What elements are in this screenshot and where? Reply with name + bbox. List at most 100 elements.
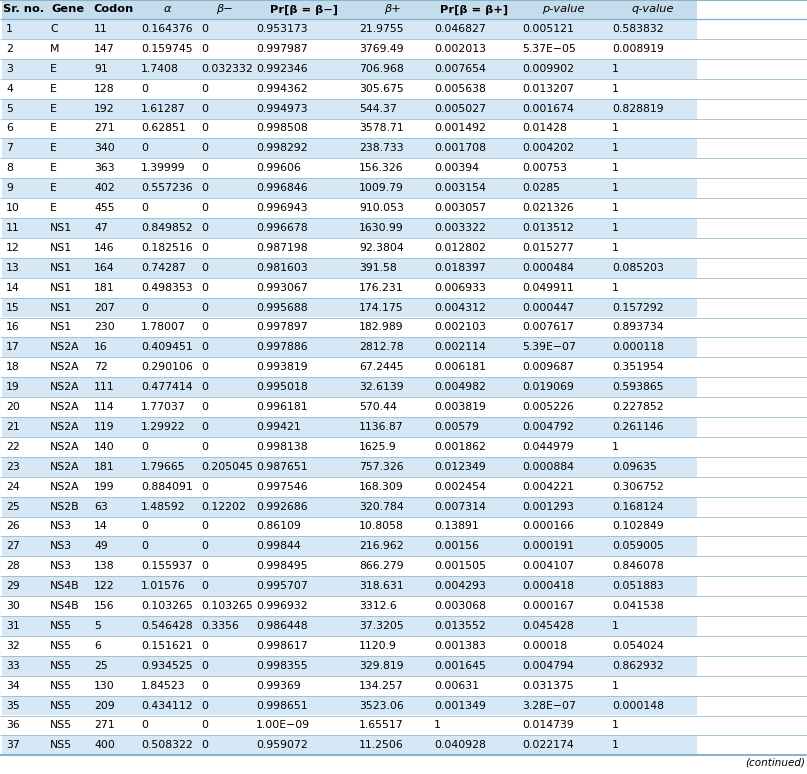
- Text: 0.846078: 0.846078: [612, 561, 663, 571]
- Bar: [197, 536, 252, 557]
- Text: NS2A: NS2A: [50, 402, 80, 412]
- Bar: [518, 19, 608, 39]
- Text: 0.001505: 0.001505: [434, 561, 486, 571]
- Bar: [608, 377, 697, 397]
- Text: 0.998617: 0.998617: [256, 641, 307, 651]
- Bar: [46, 258, 90, 278]
- Bar: [90, 278, 137, 297]
- Bar: [430, 79, 518, 98]
- Bar: [518, 317, 608, 337]
- Text: 0.004792: 0.004792: [522, 422, 574, 432]
- Bar: [355, 218, 430, 238]
- Text: 12: 12: [6, 243, 19, 253]
- Text: 0.994973: 0.994973: [256, 104, 307, 114]
- Text: 0: 0: [201, 183, 208, 194]
- Bar: [252, 98, 355, 118]
- Text: 0.000167: 0.000167: [522, 601, 574, 611]
- Text: 0.032332: 0.032332: [201, 63, 253, 74]
- Bar: [46, 358, 90, 377]
- Bar: [2, 616, 46, 636]
- Text: 0.103265: 0.103265: [201, 601, 253, 611]
- Text: 0: 0: [201, 442, 208, 452]
- Text: 0.000118: 0.000118: [612, 342, 664, 352]
- Text: 1.01576: 1.01576: [141, 581, 186, 591]
- Bar: [608, 317, 697, 337]
- Bar: [252, 198, 355, 218]
- Text: 0.002114: 0.002114: [434, 342, 486, 352]
- Bar: [518, 139, 608, 159]
- Text: 757.326: 757.326: [359, 462, 404, 471]
- Bar: [2, 656, 46, 676]
- Bar: [197, 79, 252, 98]
- Bar: [430, 118, 518, 139]
- Text: 6: 6: [6, 123, 13, 133]
- Text: 14: 14: [94, 522, 108, 532]
- Bar: [46, 735, 90, 755]
- Bar: [46, 397, 90, 417]
- Text: E: E: [50, 63, 56, 74]
- Text: 5: 5: [6, 104, 13, 114]
- Text: 0: 0: [201, 203, 208, 213]
- Text: 400: 400: [94, 741, 115, 750]
- Bar: [518, 377, 608, 397]
- Text: β−: β−: [216, 5, 233, 15]
- Bar: [430, 497, 518, 516]
- Text: NS1: NS1: [50, 223, 72, 233]
- Text: 18: 18: [6, 362, 19, 372]
- Bar: [90, 397, 137, 417]
- Bar: [137, 139, 197, 159]
- Bar: [430, 397, 518, 417]
- Text: 32: 32: [6, 641, 19, 651]
- Bar: [137, 477, 197, 497]
- Bar: [430, 218, 518, 238]
- Bar: [355, 317, 430, 337]
- Text: 0.045428: 0.045428: [522, 621, 574, 631]
- Text: NS2B: NS2B: [50, 502, 80, 512]
- Bar: [355, 238, 430, 258]
- Text: 0.005226: 0.005226: [522, 402, 574, 412]
- Text: 0.051883: 0.051883: [612, 581, 663, 591]
- Text: 0.085203: 0.085203: [612, 262, 664, 272]
- Bar: [90, 258, 137, 278]
- Text: 10: 10: [6, 203, 20, 213]
- Text: NS2A: NS2A: [50, 382, 80, 392]
- Text: 0: 0: [201, 641, 208, 651]
- Bar: [518, 457, 608, 477]
- Text: 0.102849: 0.102849: [612, 522, 663, 532]
- Text: 1: 1: [612, 63, 619, 74]
- Bar: [2, 576, 46, 596]
- Text: 0.001708: 0.001708: [434, 143, 486, 153]
- Text: 0: 0: [201, 123, 208, 133]
- Bar: [46, 118, 90, 139]
- Bar: [197, 0, 252, 19]
- Text: 0.001492: 0.001492: [434, 123, 486, 133]
- Text: NS2A: NS2A: [50, 422, 80, 432]
- Text: 67.2445: 67.2445: [359, 362, 404, 372]
- Text: NS5: NS5: [50, 741, 72, 750]
- Text: 1625.9: 1625.9: [359, 442, 397, 452]
- Bar: [252, 417, 355, 437]
- Bar: [137, 39, 197, 59]
- Bar: [430, 278, 518, 297]
- Text: 0.009902: 0.009902: [522, 63, 574, 74]
- Bar: [608, 417, 697, 437]
- Text: 238.733: 238.733: [359, 143, 404, 153]
- Bar: [608, 457, 697, 477]
- Bar: [608, 516, 697, 536]
- Bar: [430, 437, 518, 457]
- Bar: [90, 437, 137, 457]
- Bar: [137, 358, 197, 377]
- Bar: [197, 278, 252, 297]
- Text: 130: 130: [94, 680, 115, 690]
- Text: 9: 9: [6, 183, 13, 194]
- Text: 0.508322: 0.508322: [141, 741, 193, 750]
- Text: 0: 0: [141, 143, 148, 153]
- Bar: [518, 696, 608, 715]
- Text: 0.007617: 0.007617: [522, 323, 574, 333]
- Bar: [518, 715, 608, 735]
- Bar: [430, 337, 518, 358]
- Bar: [518, 79, 608, 98]
- Bar: [252, 218, 355, 238]
- Bar: [608, 198, 697, 218]
- Bar: [518, 437, 608, 457]
